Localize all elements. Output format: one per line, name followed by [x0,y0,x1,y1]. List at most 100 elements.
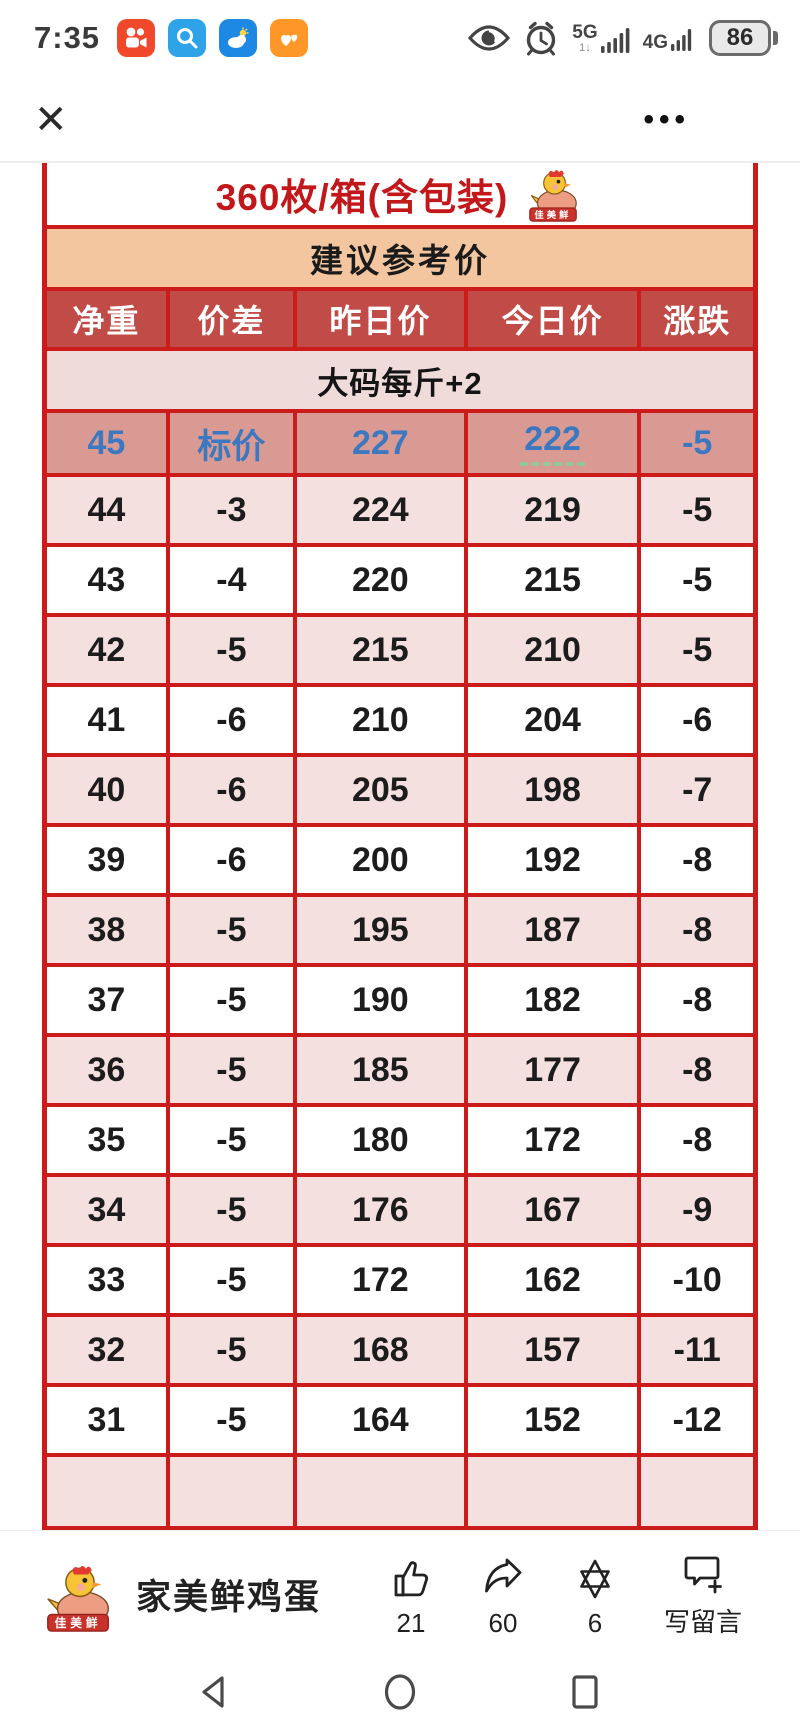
cell-net-weight: 40 [47,757,170,823]
cell-today-price: 157 [467,1317,642,1383]
battery-indicator: 86 [709,20,778,56]
cell-price-diff: -5 [169,1037,297,1103]
cell-price-diff: -6 [169,827,297,893]
cell-net-weight: 32 [47,1317,170,1383]
cell-price-diff: -5 [169,1317,297,1383]
cell-net-weight: 42 [47,617,170,683]
like-button[interactable]: 21 [388,1556,434,1639]
col-header-change: 涨跌 [663,303,732,339]
table-row: 36 -5 185 177 -8 [47,1037,753,1107]
table-row: 43 -4 220 215 -5 [47,547,753,617]
cell-today-price: 192 [467,827,642,893]
cell-today-price: 182 [467,967,642,1033]
cell-price-diff: -4 [169,547,297,613]
share-count: 60 [488,1608,518,1638]
cell-change: -8 [641,967,753,1033]
table-row: 31 -5 164 152 -12 [47,1387,753,1457]
cell-yesterday-price: 172 [296,1247,468,1313]
cell-change: -9 [641,1177,753,1243]
cell-net-weight: 37 [47,967,170,1033]
cell-price-diff: -6 [169,687,297,753]
highlight-cell: -5 [682,423,713,462]
cell-price-diff: -6 [169,757,297,823]
table-title-row: 360枚/箱(含包装) 佳美鲜 [47,163,753,229]
close-icon[interactable]: ✕ [34,97,68,142]
highlight-cell: 标价 [170,413,297,473]
cell-yesterday-price: 164 [296,1387,468,1453]
engagement-bar: 佳美鲜 家美鲜鸡蛋 21 60 6 [0,1530,800,1658]
table-row: 40 -6 205 198 -7 [47,757,753,827]
signal-5g-icon: 5G 1↓ [572,23,630,54]
cell-change: -6 [641,687,753,753]
comment-bubble-icon [680,1550,726,1596]
today-price-link[interactable]: 222 [520,420,585,466]
comment-button[interactable]: 写留言 [664,1550,742,1639]
article-content: 360枚/箱(含包装) 佳美鲜 建议参考价 [0,163,800,1530]
cell-today-price: 215 [467,547,642,613]
table-row: 42 -5 215 210 -5 [47,617,753,687]
wow-button[interactable]: 6 [572,1556,618,1639]
cell-yesterday-price: 180 [296,1107,468,1173]
col-header-net-weight: 净重 [47,291,170,347]
cell-yesterday-price: 220 [296,547,468,613]
publisher-brand[interactable]: 佳美鲜 家美鲜鸡蛋 [40,1556,321,1634]
highlight-cell-link: 222 [468,413,642,473]
like-count: 21 [396,1608,426,1638]
table-note: 大码每斤+2 [47,351,753,413]
status-bar: 7:35 5G 1↓ [0,0,800,70]
table-column-headers: 净重 价差 昨日价 今日价 涨跌 [47,291,753,351]
cell-change: -8 [641,827,753,893]
cell-today-price: 204 [467,687,642,753]
table-row-partial [47,1457,753,1530]
cell-yesterday-price: 185 [296,1037,468,1103]
cell-today-price: 187 [467,897,642,963]
cell-yesterday-price: 205 [296,757,468,823]
battery-percent: 86 [709,20,771,56]
comment-label: 写留言 [663,1607,742,1637]
more-menu-icon[interactable]: ••• [643,102,690,136]
cell-yesterday-price: 210 [296,687,468,753]
cell-yesterday-price: 176 [296,1177,468,1243]
brand-badge-text: 佳美鲜 [55,1616,102,1630]
cell-price-diff: -3 [169,477,297,543]
cell-today-price: 162 [467,1247,642,1313]
cell-change: -12 [641,1387,753,1453]
title-bar: ✕ ••• [0,70,800,163]
table-row: 38 -5 195 187 -8 [47,897,753,967]
action-buttons: 21 60 6 写留言 [388,1550,756,1639]
table-title: 360枚/箱(含包装) [215,177,509,218]
cell-price-diff: -5 [169,1247,297,1313]
cell-change: -8 [641,1037,753,1103]
table-row: 37 -5 190 182 -8 [47,967,753,1037]
android-nav-bar [0,1658,800,1733]
col-header-yesterday-price: 昨日价 [297,291,468,347]
cell-today-price: 219 [467,477,642,543]
table-row: 34 -5 176 167 -9 [47,1177,753,1247]
cell-price-diff: -5 [169,1107,297,1173]
share-arrow-icon [480,1556,526,1602]
cell-yesterday-price: 168 [296,1317,468,1383]
back-icon[interactable] [195,1672,235,1712]
cell-net-weight: 34 [47,1177,170,1243]
cell-yesterday-price: 215 [296,617,468,683]
table-subtitle: 建议参考价 [47,229,753,291]
highlight-cell: 45 [47,413,170,473]
recents-icon[interactable] [565,1672,605,1712]
cell-today-price: 198 [467,757,642,823]
egg-price-table: 360枚/箱(含包装) 佳美鲜 建议参考价 [42,163,758,1530]
cell-yesterday-price: 195 [296,897,468,963]
cell-yesterday-price: 224 [296,477,468,543]
highlight-row: 45 标价 227 222 -5 [47,413,753,477]
table-row: 44 -3 224 219 -5 [47,477,753,547]
search-app-icon [168,19,207,57]
kuaishou-notification-icon [117,19,156,57]
share-button[interactable]: 60 [480,1556,526,1639]
col-header-today-price: 今日价 [468,291,642,347]
cell-change: -11 [641,1317,753,1383]
cell-net-weight: 33 [47,1247,170,1313]
cell-change: -8 [641,897,753,963]
cell-today-price: 167 [467,1177,642,1243]
cell-change: -5 [641,617,753,683]
home-icon[interactable] [380,1672,420,1712]
cell-price-diff: -5 [169,897,297,963]
